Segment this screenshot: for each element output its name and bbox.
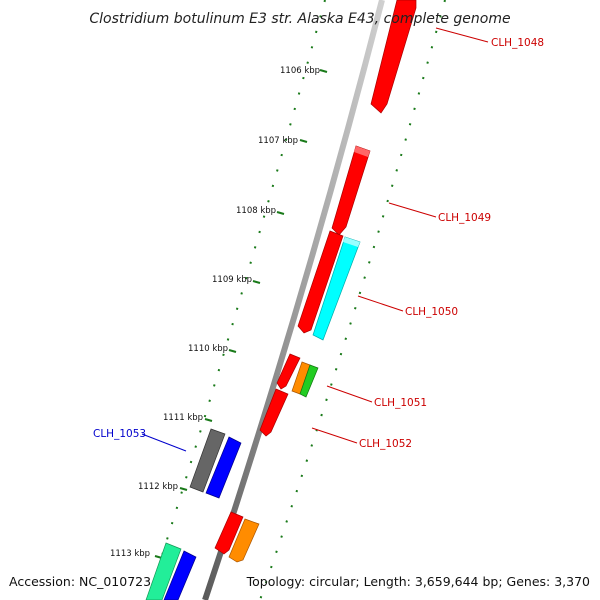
kbp-label: 1107 kbp — [258, 136, 298, 146]
gene-clh-1052[interactable] — [259, 388, 289, 437]
leader-clh-1053 — [141, 433, 187, 452]
outer-strand-genes — [163, 0, 417, 600]
kbp-label: 1113 kbp — [110, 549, 150, 559]
kbp-label: 1108 kbp — [236, 206, 276, 216]
gene-seagreen[interactable] — [145, 542, 182, 600]
gene-label-clh-1050[interactable]: CLH_1050 — [405, 306, 458, 318]
kbp-tick — [252, 280, 261, 284]
gene-label-clh-1053[interactable]: CLH_1053 — [93, 428, 146, 440]
accession-text: Accession: NC_010723 — [9, 574, 151, 589]
gene-label-clh-1049[interactable]: CLH_1049 — [438, 212, 491, 224]
kbp-labels: 1106 kbp 1107 kbp 1108 kbp 1109 kbp 1110… — [110, 66, 320, 559]
kbp-tick — [319, 69, 328, 73]
kbp-label: 1110 kbp — [188, 344, 228, 354]
label-leaders — [141, 27, 489, 452]
gene-clh-1050[interactable] — [312, 236, 361, 341]
gene-orange-2[interactable] — [228, 518, 260, 563]
gene-labels: CLH_1048 CLH_1049 CLH_1050 CLH_1051 CLH_… — [93, 37, 544, 450]
gene-label-clh-1048[interactable]: CLH_1048 — [491, 37, 544, 49]
gene-clh-1053[interactable] — [189, 428, 226, 493]
kbp-tick — [228, 349, 237, 353]
gene-blue-1[interactable] — [205, 436, 242, 499]
gene-blue-2[interactable] — [163, 550, 197, 600]
gene-label-clh-1051[interactable]: CLH_1051 — [374, 397, 427, 409]
kbp-ticks — [154, 69, 328, 559]
kbp-tick — [276, 211, 285, 215]
inner-strand-genes — [145, 230, 344, 600]
gene-clh-1051b[interactable] — [299, 364, 319, 398]
leader-clh-1050 — [357, 295, 404, 312]
gene-clh-1048[interactable] — [370, 0, 417, 114]
leader-clh-1048 — [435, 27, 489, 43]
kbp-tick — [299, 139, 308, 143]
summary-text: Topology: circular; Length: 3,659,644 bp… — [246, 574, 590, 589]
gene-clh-1050-top — [343, 237, 360, 247]
kbp-tick — [204, 418, 213, 422]
genome-backbone — [202, 0, 385, 600]
kbp-label: 1111 kbp — [163, 413, 203, 423]
gene-red-b[interactable] — [276, 353, 301, 390]
gene-clh-1049-upper — [354, 146, 370, 157]
gene-red-a[interactable] — [297, 230, 344, 334]
backbone-band — [202, 0, 385, 600]
gene-label-clh-1052[interactable]: CLH_1052 — [359, 438, 412, 450]
kbp-label: 1106 kbp — [280, 66, 320, 76]
map-title: Clostridium botulinum E3 str. Alaska E43… — [89, 11, 510, 27]
gene-red-c[interactable] — [214, 511, 244, 555]
outer-tick-ring — [259, 0, 446, 600]
kbp-label: 1109 kbp — [212, 275, 252, 285]
kbp-tick — [179, 487, 188, 491]
leader-clh-1052 — [311, 427, 358, 444]
leader-clh-1049 — [388, 202, 437, 218]
kbp-label: 1112 kbp — [138, 482, 178, 492]
leader-clh-1051 — [326, 385, 373, 403]
